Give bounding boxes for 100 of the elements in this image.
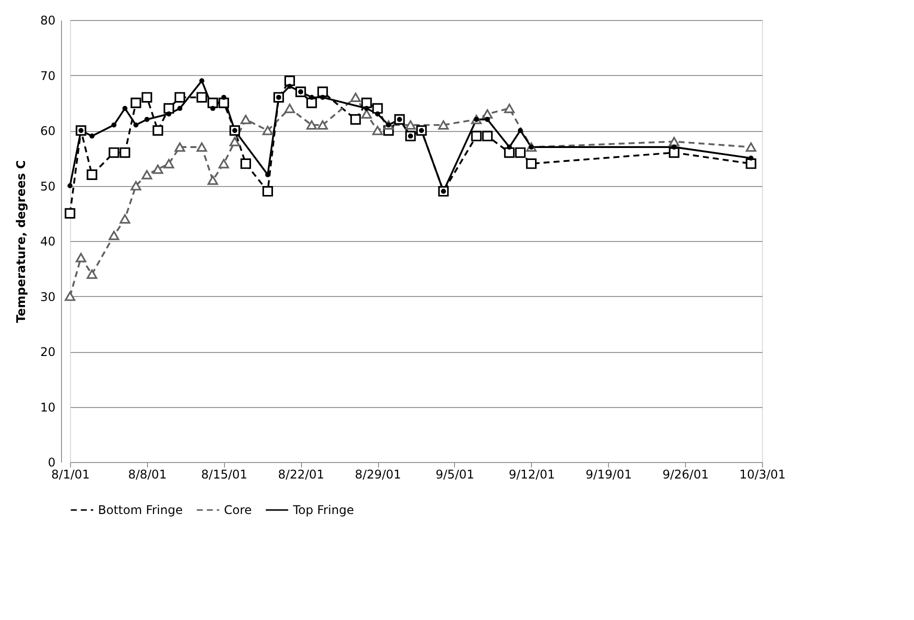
x-tick-label: 9/5/01 [436, 468, 474, 482]
point [320, 94, 326, 100]
point [89, 133, 94, 139]
point [287, 84, 292, 89]
point [142, 92, 152, 103]
point [174, 142, 186, 152]
point [265, 172, 270, 178]
point [208, 176, 218, 185]
point [506, 144, 512, 150]
x-tick-label: 9/19/01 [586, 468, 632, 482]
point [372, 103, 383, 114]
point [210, 106, 216, 111]
point [668, 136, 680, 146]
point [67, 183, 73, 188]
point [130, 181, 142, 190]
point [317, 120, 328, 130]
x-tick-label: 8/1/01 [51, 468, 90, 482]
point [76, 252, 86, 262]
point [284, 76, 295, 86]
point [229, 136, 240, 146]
x-tick-label: 9/26/01 [662, 468, 709, 482]
point [108, 230, 120, 240]
point [218, 98, 230, 108]
point [372, 126, 383, 136]
point [133, 122, 138, 128]
point [350, 92, 361, 102]
point [196, 142, 208, 152]
point [350, 114, 361, 125]
point [309, 94, 314, 100]
point [218, 158, 230, 168]
point [306, 98, 317, 108]
point [208, 98, 218, 108]
point [526, 158, 537, 169]
y-tick-label: 80 [40, 14, 56, 28]
point [130, 98, 142, 108]
point [471, 130, 482, 142]
y-tick-label: 30 [40, 290, 56, 304]
x-tick-label: 9/12/01 [508, 468, 555, 482]
y-tick-label: 40 [40, 234, 56, 248]
y-tick-label: 20 [40, 345, 56, 359]
x-tick-label: 10/3/01 [739, 468, 786, 482]
point [144, 116, 150, 122]
point [152, 164, 164, 174]
y-tick-label: 10 [40, 400, 56, 414]
x-tick-label: 8/8/01 [128, 468, 167, 482]
point [174, 92, 186, 103]
legend-label: Top Fringe [292, 503, 354, 517]
point [748, 156, 754, 161]
point [221, 94, 226, 100]
x-tick-label: 8/22/01 [278, 468, 324, 482]
point [672, 144, 677, 150]
point [64, 208, 76, 219]
point [361, 98, 372, 108]
x-tick-label: 8/29/01 [354, 468, 402, 482]
y-tick-label: 0 [48, 456, 56, 470]
point [364, 106, 370, 111]
y-tick-label: 70 [40, 68, 56, 83]
point [482, 109, 493, 119]
point [515, 147, 526, 158]
point [405, 120, 416, 130]
y-tick-label: 50 [40, 179, 56, 194]
point [240, 158, 252, 169]
point [120, 147, 130, 158]
point [86, 269, 98, 279]
point [504, 104, 515, 114]
point [142, 170, 152, 180]
point [668, 147, 680, 158]
point [120, 214, 130, 224]
legend-label: Bottom Fringe [98, 503, 183, 517]
point [262, 126, 273, 136]
point [122, 106, 128, 111]
point [199, 78, 204, 84]
point [306, 120, 317, 130]
point [177, 106, 182, 111]
point [361, 109, 372, 119]
point [518, 128, 523, 134]
point [317, 86, 328, 98]
point [108, 147, 120, 158]
y-axis-title: Temperature, degrees C [14, 160, 28, 323]
x-tick-label: 8/15/01 [201, 468, 248, 482]
point [262, 186, 273, 197]
point [746, 142, 756, 152]
point [111, 122, 116, 128]
point [484, 116, 490, 122]
point [375, 111, 380, 116]
point [164, 103, 174, 114]
legend-label: Core [224, 503, 252, 517]
point [438, 120, 449, 130]
point [164, 158, 174, 168]
point [482, 130, 493, 142]
point [196, 92, 208, 103]
point [504, 147, 515, 158]
point [64, 292, 76, 301]
point [746, 158, 756, 169]
point [284, 104, 295, 114]
y-tick-label: 60 [40, 124, 56, 138]
point [240, 114, 252, 124]
point [152, 125, 164, 136]
point [166, 111, 172, 116]
point [86, 169, 98, 180]
